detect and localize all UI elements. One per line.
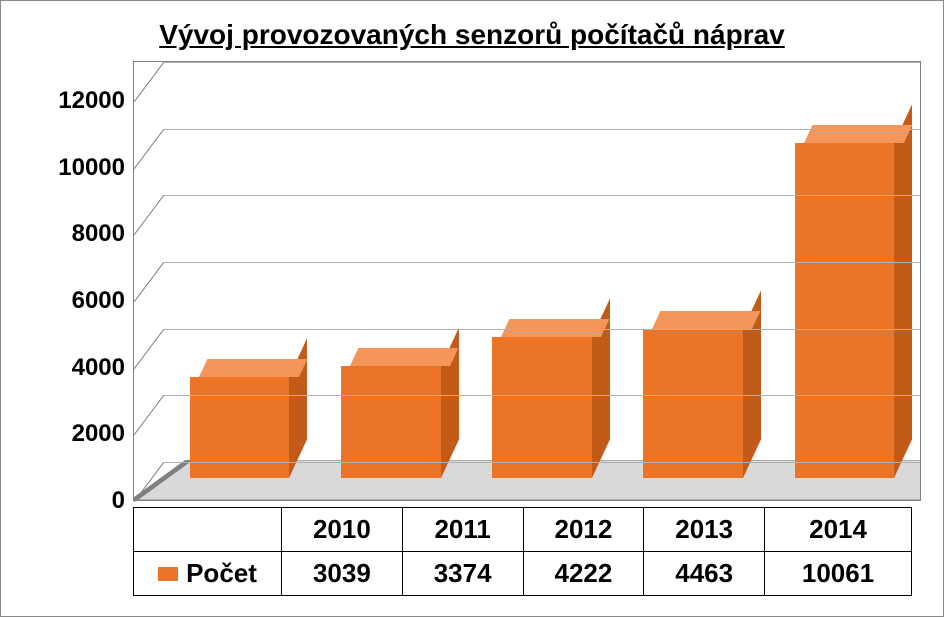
y-tick-label: 6000 [72, 287, 125, 315]
bar-side [894, 104, 912, 478]
y-tick-label: 2000 [72, 420, 125, 448]
bar-front [492, 337, 592, 478]
legend-swatch [158, 567, 178, 581]
series-name: Počet [186, 558, 257, 589]
y-axis: 020004000600080001000012000 [23, 61, 133, 501]
bar-top [501, 319, 609, 337]
data-table-area: 20102011201220132014 Počet 3039337442224… [133, 507, 921, 596]
y-tick-label: 12000 [58, 87, 125, 115]
chart-container: Vývoj provozovaných senzorů počítačů náp… [0, 0, 944, 617]
category-cell: 2012 [523, 508, 644, 552]
category-cell: 2010 [282, 508, 403, 552]
bar-slot [466, 62, 617, 460]
y-tick-label: 10000 [58, 154, 125, 182]
bar-front [190, 377, 290, 478]
bar-slot [164, 62, 315, 460]
bar-front [643, 329, 743, 478]
bar [341, 366, 441, 478]
y-tick-label: 4000 [72, 354, 125, 382]
value-cell: 4463 [644, 552, 765, 596]
bar-slot [315, 62, 466, 460]
chart-title: Vývoj provozovaných senzorů počítačů náp… [23, 19, 921, 51]
bar-top [350, 348, 458, 366]
y-tick-label: 0 [112, 487, 125, 515]
value-cell: 10061 [765, 552, 912, 596]
bar [795, 143, 895, 478]
plot-wrap: 020004000600080001000012000 [23, 61, 921, 501]
bar-top [199, 359, 307, 377]
value-cell: 4222 [523, 552, 644, 596]
bar [190, 377, 290, 478]
legend-cell: Počet [134, 552, 282, 596]
category-cell: 2013 [644, 508, 765, 552]
bar-front [341, 366, 441, 478]
category-row: 20102011201220132014 [134, 508, 912, 552]
category-cell: 2011 [402, 508, 523, 552]
value-row: Počet 303933744222446310061 [134, 552, 912, 596]
bar-top [652, 311, 760, 329]
bar-front [795, 143, 895, 478]
bar-top [804, 125, 912, 143]
plot-inner [134, 62, 920, 500]
plot-area [133, 61, 921, 501]
bar [492, 337, 592, 478]
bar-slot [618, 62, 769, 460]
category-row-header [134, 508, 282, 552]
y-tick-label: 8000 [72, 220, 125, 248]
bars-holder [134, 62, 920, 460]
value-cell: 3374 [402, 552, 523, 596]
bar [643, 329, 743, 478]
value-cell: 3039 [282, 552, 403, 596]
category-cell: 2014 [765, 508, 912, 552]
bar-slot [769, 62, 920, 460]
data-table: 20102011201220132014 Počet 3039337442224… [133, 507, 912, 596]
